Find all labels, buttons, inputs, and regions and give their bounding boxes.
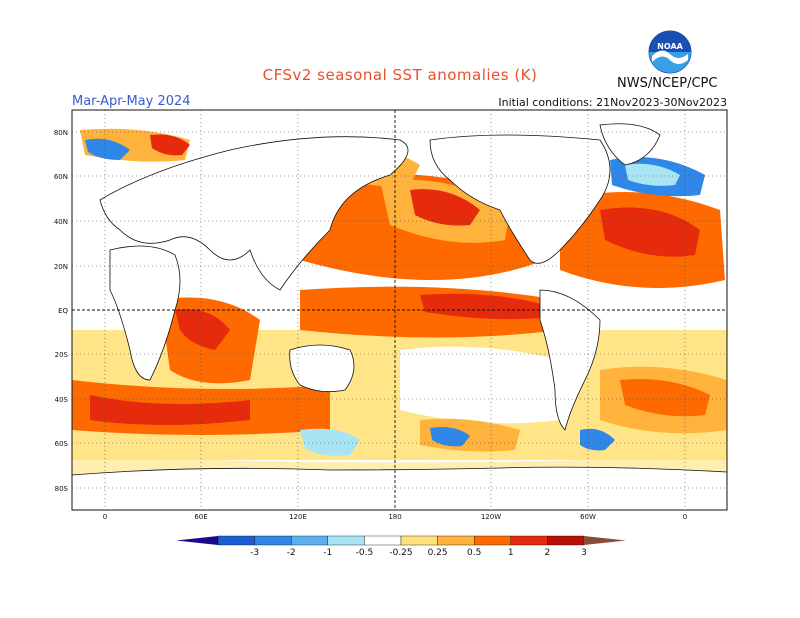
land-masses [72, 123, 727, 510]
lat-label: 80N [54, 129, 68, 137]
season-label: Mar-Apr-May 2024 [72, 94, 191, 109]
lat-label: 60S [55, 440, 69, 448]
lon-label: 120E [289, 513, 307, 521]
colorbar-label: 0.25 [428, 548, 448, 558]
colorbar-swatch [400, 535, 438, 546]
colorbar-label: -2 [287, 548, 296, 558]
lat-label: 20S [55, 351, 69, 359]
noaa-logo-icon: NOAA [648, 30, 692, 74]
colorbar-swatch [291, 535, 329, 546]
anomaly-field [72, 128, 727, 483]
colorbar: -3 -2 -1 -0.5 -0.25 0.25 0.5 1 2 3 [176, 535, 626, 558]
colorbar-label: 1 [508, 548, 514, 558]
lat-label: EQ [58, 307, 68, 315]
lat-label: 60N [54, 173, 68, 181]
colorbar-label: -0.25 [389, 548, 412, 558]
agency-label: NWS/NCEP/CPC [617, 76, 718, 91]
lon-label: 60W [580, 513, 596, 521]
colorbar-swatch [547, 535, 585, 546]
colorbar-swatch [364, 535, 402, 546]
colorbar-label: 0.5 [467, 548, 481, 558]
colorbar-swatch [474, 535, 512, 546]
colorbar-swatch [510, 535, 548, 546]
colorbar-label: 3 [581, 548, 587, 558]
colorbar-swatch [254, 535, 292, 546]
colorbar-swatch [217, 535, 255, 546]
lon-labels: 0 60E 120E 180 120W 60W 0 [103, 513, 687, 521]
colorbar-arrow-low [176, 536, 218, 545]
lat-label: 80S [55, 485, 69, 493]
lon-label: 0 [103, 513, 107, 521]
colorbar-swatch [437, 535, 475, 546]
lat-labels: 80N 60N 40N 20N EQ 20S 40S 60S 80S [54, 129, 69, 493]
logo-text: NOAA [657, 42, 683, 51]
colorbar-label: -0.5 [356, 548, 374, 558]
colorbar-label: -1 [323, 548, 332, 558]
lat-label: 20N [54, 263, 68, 271]
lon-label: 0 [683, 513, 687, 521]
lon-label: 120W [481, 513, 501, 521]
lat-label: 40N [54, 218, 68, 226]
colorbar-label: 2 [545, 548, 551, 558]
lon-label: 60E [194, 513, 207, 521]
map-title: CFSv2 seasonal SST anomalies (K) [262, 66, 538, 84]
colorbar-label: -3 [250, 548, 259, 558]
colorbar-swatch [327, 535, 365, 546]
colorbar-arrow-high [584, 536, 626, 545]
lat-label: 40S [55, 396, 69, 404]
initial-conditions-label: Initial conditions: 21Nov2023-30Nov2023 [498, 96, 727, 109]
map-frame [71, 109, 728, 511]
lon-label: 180 [388, 513, 401, 521]
